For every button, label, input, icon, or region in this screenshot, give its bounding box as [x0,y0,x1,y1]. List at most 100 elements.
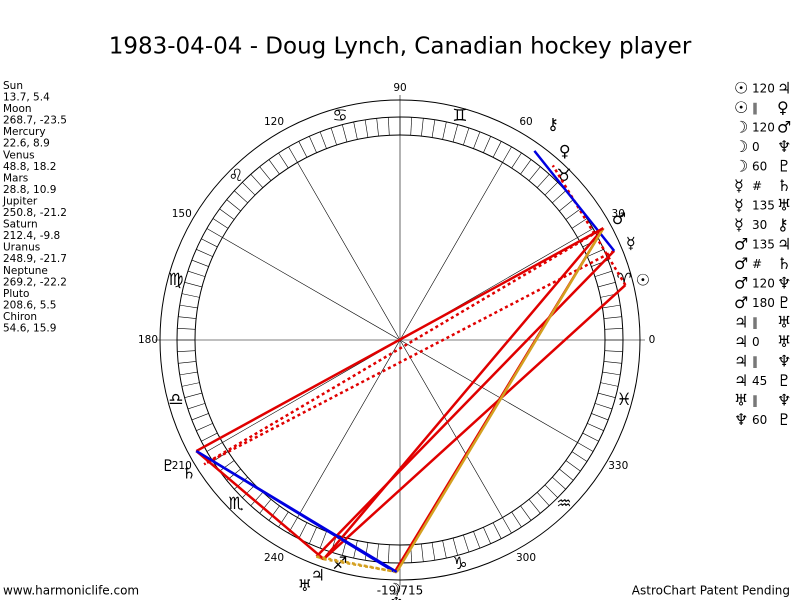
ring-tick [364,119,369,138]
aspect-planet: ☿ [734,176,744,195]
aspect-row: ♃ 0 ♅ [734,332,791,351]
ring-tick [431,119,436,138]
aspect-planet: ♆ [777,391,791,410]
ring-tick [565,208,581,220]
ring-tick [544,484,558,498]
aspect-planet: ♅ [777,196,791,215]
aspect-row: ☉ ∥ ♀ [734,98,789,117]
planet-name: Neptune [3,265,48,277]
aspect-planet: ♆ [734,410,748,429]
aspect-line [315,249,616,558]
planet-position: 28.8, 10.9 [3,184,56,196]
aspect-planet: ♄ [777,254,791,273]
aspect-type: # [752,179,762,193]
ring-tick [288,146,298,163]
aspect-type: 0 [752,140,760,154]
zodiac-sign: ♌ [228,166,243,186]
ring-tick [577,442,594,452]
zodiac-sign: ♍ [168,270,183,290]
ring-tick [250,492,264,506]
ring-tick [278,152,289,169]
ring-tick [582,432,599,442]
aspect-planet: ♆ [777,352,791,371]
zodiac-sign: ♑ [452,554,467,574]
ring-tick [603,316,622,319]
ring-tick [250,174,264,188]
degree-label: 120 [264,116,284,128]
aspect-planet: ♅ [734,391,748,410]
ring-tick [571,218,588,229]
degree-label: 240 [264,552,284,564]
ring-tick [587,249,604,257]
planet-position: 208.6, 5.5 [3,299,56,311]
ring-tick [421,543,424,562]
ring-tick [452,537,459,556]
zodiac-sign: ♈ [616,270,631,290]
ring-tick [565,460,581,472]
aspect-row: ☿ # ♄ [734,176,791,195]
ring-tick [298,141,308,158]
ring-tick [234,476,248,490]
ring-tick [177,328,196,330]
planet-glyph: ♀ [559,141,571,160]
degree-label: 330 [608,460,628,472]
ring-tick [520,505,532,521]
ring-tick [177,350,196,352]
ring-tick [212,218,229,229]
degree-label: 150 [172,208,192,220]
ring-tick [206,442,223,452]
ring-tick [528,499,541,514]
ring-tick [594,403,613,410]
aspect-planet: ♃ [734,352,748,371]
aspect-row: ♃ ∥ ♆ [734,352,791,371]
aspect-type: ∥ [752,394,758,408]
ring-tick [184,392,203,399]
ring-tick [604,328,623,330]
aspect-planet: ☉ [734,98,748,117]
aspect-row: ♅ ∥ ♆ [734,391,791,410]
degree-label: 180 [138,334,158,346]
aspect-planet: ☿ [734,196,744,215]
aspect-type: # [752,257,762,271]
ring-tick [179,304,198,309]
ring-tick [268,159,280,175]
aspect-planet: ♄ [777,176,791,195]
ring-tick [536,492,550,506]
ring-tick [178,316,197,319]
planet-position: 212.4, -9.8 [3,230,60,242]
aspect-type: ∥ [752,101,758,115]
aspect-planet: ♅ [777,313,791,332]
ring-tick [600,382,619,387]
degree-label: 0 [649,334,656,346]
degree-label: 60 [519,116,532,128]
zodiac-sign: ♎ [168,390,183,410]
aspect-row: ☽ 60 ♇ [734,157,791,176]
ring-tick [309,527,317,544]
ring-tick [181,382,200,387]
ring-tick [388,117,390,136]
ring-tick [278,511,289,528]
planet-name: Mercury [3,126,46,138]
ring-tick [528,166,541,181]
ring-tick [184,281,203,288]
ring-tick [602,371,621,376]
ring-tick [591,413,609,421]
aspect-planet: ☽ [734,137,748,156]
ring-tick [463,534,470,553]
ring-tick [353,121,358,140]
spoke [222,237,401,341]
aspect-type: 0 [752,335,760,349]
aspect-type: 120 [752,277,775,291]
site-link[interactable]: www.harmoniclife.com [3,584,139,598]
ring-tick [536,174,550,188]
spoke [399,339,578,443]
zodiac-sign: ♋ [332,106,347,126]
ring-tick [452,124,459,143]
aspect-planet: ☿ [734,215,744,234]
zodiac-sign: ♏ [228,494,243,514]
zodiac-sign: ♉ [556,166,571,186]
ring-tick [463,127,470,146]
zodiac-sign: ♊ [452,106,467,126]
ring-tick [196,423,213,431]
ring-tick [259,499,272,514]
